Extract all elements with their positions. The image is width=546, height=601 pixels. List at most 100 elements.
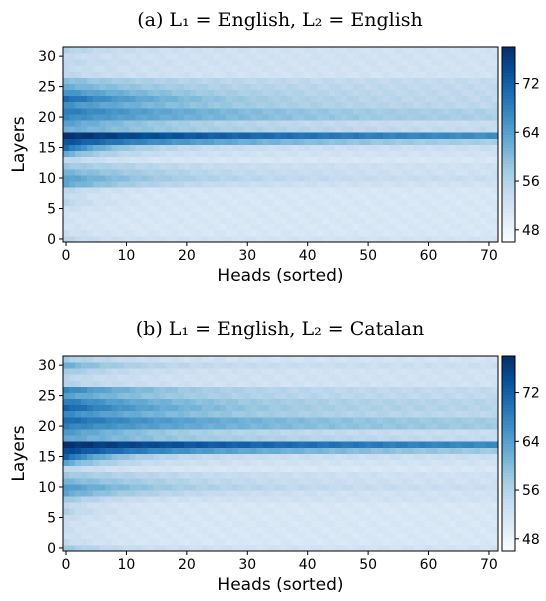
heatmap-cell <box>395 374 402 381</box>
heatmap-cell <box>189 174 197 182</box>
heatmap-cell <box>250 205 257 212</box>
heatmap-cell <box>346 404 354 412</box>
heatmap-cell <box>214 217 221 225</box>
heatmap-cell <box>419 223 426 231</box>
heatmap-cell <box>147 490 155 497</box>
heatmap-cell <box>214 47 221 54</box>
heatmap-cell <box>147 447 155 454</box>
heatmap-cell <box>117 398 124 406</box>
heatmap-cell <box>413 223 420 231</box>
heatmap-cell <box>316 162 324 170</box>
heatmap-cell <box>491 132 499 139</box>
heatmap-cell <box>111 398 118 406</box>
heatmap-cell <box>280 459 287 467</box>
heatmap-cell <box>165 447 173 454</box>
heatmap-cell <box>69 107 76 115</box>
heatmap-cell <box>135 447 142 454</box>
heatmap-cell <box>383 193 390 200</box>
heatmap-cell <box>383 156 390 164</box>
heatmap-cell <box>292 544 300 552</box>
heatmap-cell <box>105 483 112 491</box>
heatmap-cell <box>328 53 336 60</box>
heatmap-cell <box>105 380 112 387</box>
heatmap-cell <box>268 107 275 115</box>
heatmap-cell <box>232 126 239 133</box>
heatmap-cell <box>401 211 408 219</box>
heatmap-cell <box>268 174 275 182</box>
heatmap-cell <box>340 150 348 158</box>
heatmap-cell <box>129 89 136 97</box>
heatmap-cell <box>69 429 76 436</box>
heatmap-cell <box>123 471 130 479</box>
heatmap-cell <box>268 459 275 467</box>
heatmap-cell <box>268 132 275 139</box>
heatmap-cell <box>165 496 173 503</box>
heatmap-cell <box>298 223 306 231</box>
heatmap-cell <box>123 187 130 194</box>
heatmap-cell <box>129 453 136 460</box>
heatmap-cell <box>340 416 348 424</box>
heatmap-cell <box>214 386 221 393</box>
heatmap-cell <box>371 205 378 212</box>
heatmap-cell <box>389 410 396 418</box>
heatmap-cell <box>346 471 354 479</box>
heatmap-cell <box>141 483 148 491</box>
heatmap-cell <box>431 496 438 503</box>
heatmap-cell <box>340 132 348 139</box>
heatmap-cell <box>298 483 306 491</box>
heatmap-cell <box>419 514 426 521</box>
heatmap-cell <box>220 477 227 485</box>
heatmap-cell <box>431 174 438 182</box>
heatmap-cell <box>383 114 390 121</box>
heatmap-cell <box>340 435 348 442</box>
heatmap-cell <box>322 114 330 121</box>
heatmap-cell <box>359 211 366 219</box>
heatmap-cell <box>322 71 330 78</box>
heatmap-cell <box>238 398 245 406</box>
heatmap-cell <box>159 89 167 97</box>
heatmap-cell <box>183 235 191 243</box>
heatmap-cell <box>467 496 475 503</box>
heatmap-cell <box>99 429 106 436</box>
heatmap-cell <box>244 71 251 78</box>
heatmap-cell <box>340 368 348 375</box>
heatmap-cell <box>81 410 88 418</box>
heatmap-cell <box>377 217 384 225</box>
heatmap-cell <box>105 447 112 454</box>
heatmap-cell <box>485 59 493 66</box>
heatmap-cell <box>268 156 275 164</box>
heatmap-cell <box>201 483 209 491</box>
heatmap-cell <box>346 398 354 406</box>
heatmap-cell <box>310 423 318 430</box>
heatmap-cell <box>328 490 336 497</box>
heatmap-cell <box>262 465 269 473</box>
heatmap-cell <box>93 132 100 139</box>
heatmap-cell <box>340 526 348 534</box>
heatmap-cell <box>220 526 227 534</box>
heatmap-cell <box>177 187 185 194</box>
heatmap-cell <box>75 174 82 182</box>
heatmap-cell <box>171 471 179 479</box>
heatmap-cell <box>195 144 203 151</box>
heatmap-cell <box>117 205 124 212</box>
heatmap-cell <box>443 150 451 158</box>
heatmap-cell <box>443 95 451 103</box>
heatmap-cell <box>226 368 233 375</box>
heatmap-cell <box>201 490 209 497</box>
heatmap-cell <box>359 453 366 460</box>
heatmap-cell <box>268 416 275 424</box>
heatmap-cell <box>256 410 263 418</box>
heatmap-cell <box>93 83 100 91</box>
heatmap-cell <box>220 398 227 406</box>
heatmap-cell <box>383 205 390 212</box>
heatmap-cell <box>449 120 457 127</box>
heatmap-cell <box>99 423 106 430</box>
heatmap-cell <box>491 459 499 467</box>
heatmap-cell <box>81 514 88 521</box>
heatmap-cell <box>244 199 251 206</box>
heatmap-cell <box>401 71 408 78</box>
heatmap-cell <box>437 174 445 182</box>
heatmap-cell <box>455 447 463 454</box>
heatmap-cell <box>377 490 384 497</box>
heatmap-cell <box>141 181 148 188</box>
